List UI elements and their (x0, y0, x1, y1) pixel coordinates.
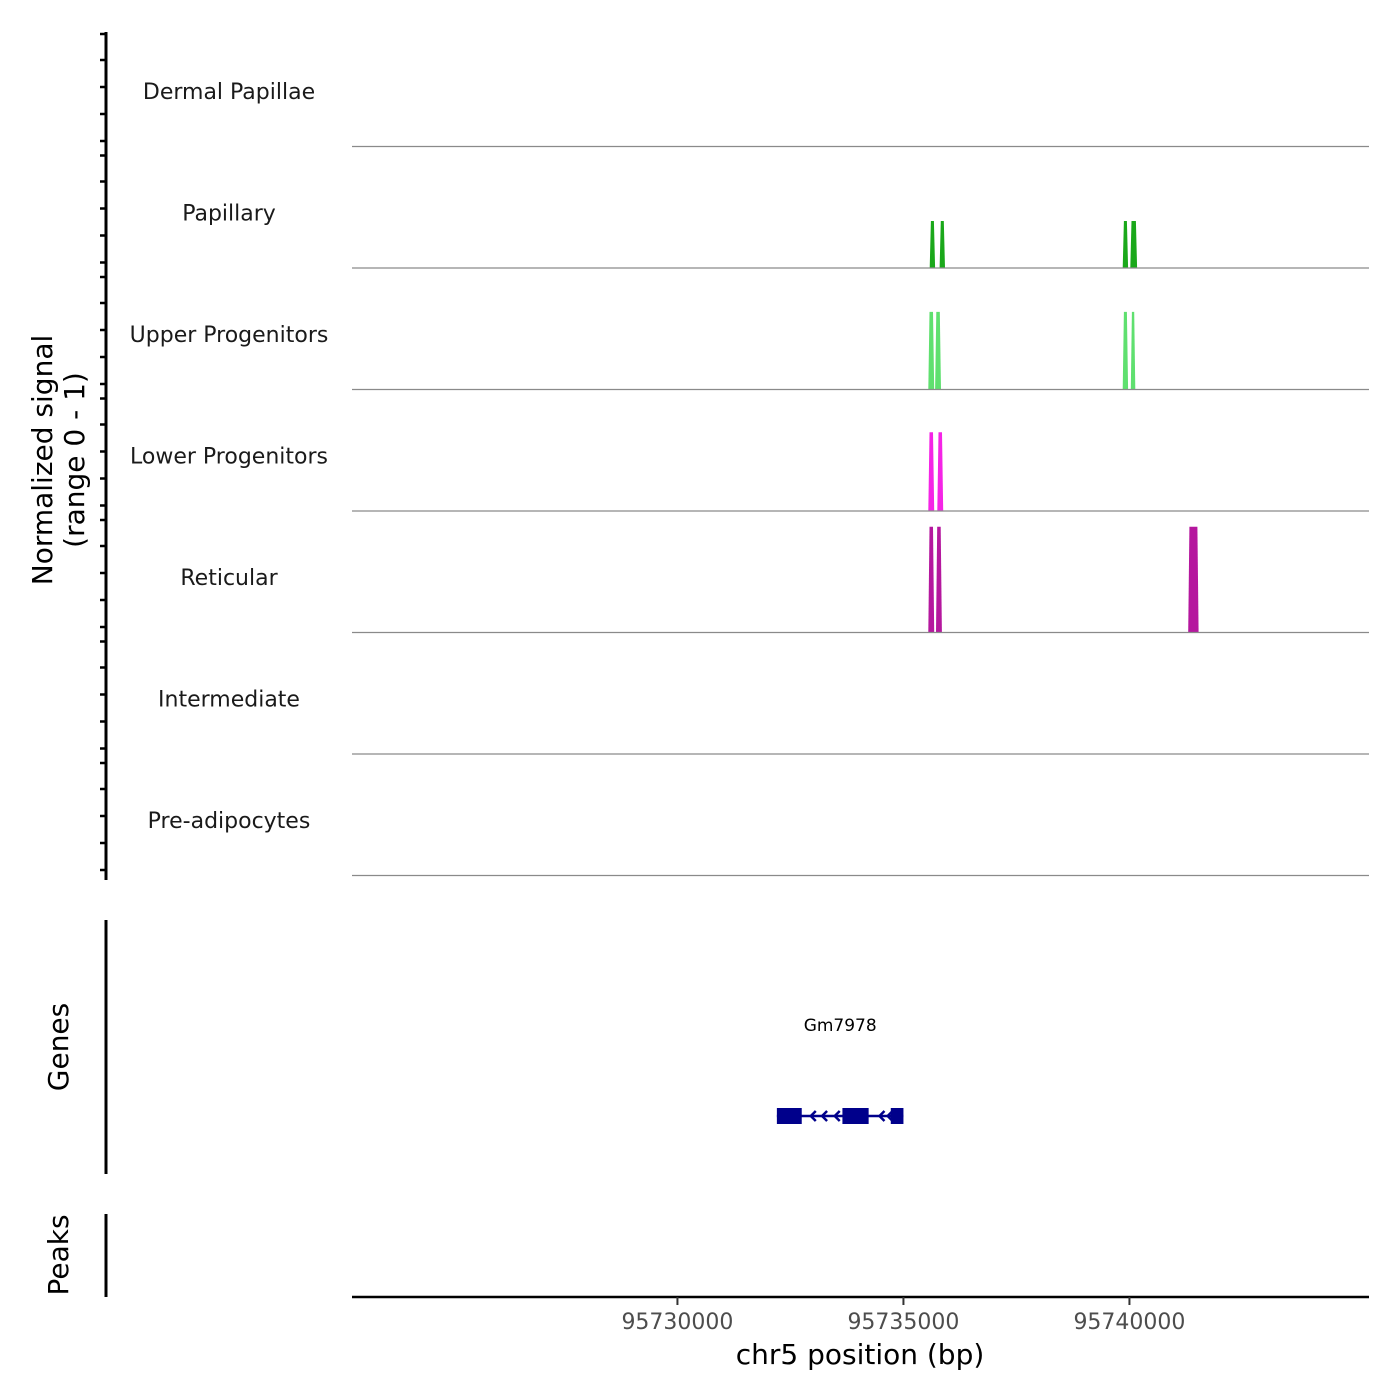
genes-panel-label: Genes (42, 1003, 75, 1091)
peaks-panel-label: Peaks (42, 1214, 75, 1295)
coverage-peak (1130, 311, 1136, 390)
y-axis-title-line1: Normalized signal (26, 335, 59, 586)
track-label: Intermediate (158, 688, 300, 713)
coverage-peak (1130, 221, 1138, 268)
coverage-peak (928, 311, 935, 390)
gene-exon (776, 1108, 802, 1124)
x-axis-title: chr5 position (bp) (736, 1338, 985, 1371)
gene-strand-arrow (877, 1110, 886, 1122)
y-axis-title-line2: (range 0 - 1) (58, 372, 91, 548)
gene-name-label: Gm7978 (804, 1016, 877, 1036)
track-upper-progenitors: Upper Progenitors (130, 267, 1369, 390)
gene-exon (842, 1108, 869, 1124)
coverage-peak (936, 526, 942, 633)
gene-strand-arrow (820, 1110, 828, 1122)
coverage-peak (929, 221, 936, 268)
track-dermal-papillae: Dermal Papillae (143, 80, 315, 105)
x-tick-label: 95740000 (1073, 1310, 1185, 1335)
gene-strand-arrow (885, 1110, 894, 1122)
gene-exon (890, 1108, 904, 1124)
track-lower-progenitors: Lower Progenitors (130, 388, 1369, 511)
x-tick-label: 95735000 (847, 1310, 959, 1335)
track-label: Papillary (182, 202, 276, 227)
y-axis-title: Normalized signal (range 0 - 1) (26, 335, 91, 586)
coverage-peak (935, 311, 941, 390)
x-tick-label: 95730000 (621, 1310, 733, 1335)
track-label: Dermal Papillae (143, 80, 315, 105)
track-papillary: Papillary (182, 145, 1369, 268)
coverage-y-axis-ticks (100, 32, 106, 872)
coverage-peak (1188, 526, 1199, 633)
coverage-peak (928, 526, 935, 633)
track-label: Lower Progenitors (130, 445, 328, 470)
track-pre-adipocytes: Pre-adipocytes (148, 753, 1369, 877)
coverage-peak (928, 432, 935, 511)
track-reticular: Reticular (180, 510, 1369, 633)
coverage-peak (937, 432, 944, 511)
gene-strand-arrow (832, 1110, 841, 1122)
coverage-peak (1122, 311, 1129, 390)
x-axis-ticks: 95730000 95735000 95740000 (621, 1297, 1185, 1335)
coverage-peak (939, 221, 945, 268)
track-label: Reticular (180, 566, 278, 591)
track-label: Upper Progenitors (130, 323, 329, 348)
coverage-peak (1122, 221, 1129, 268)
coverage-tracks: Dermal Papillae Papillary Upper Progenitor… (130, 80, 1369, 877)
gene-strand-arrow (809, 1110, 817, 1122)
gene-model-gm7978 (776, 1108, 904, 1124)
track-label: Pre-adipocytes (148, 809, 311, 834)
track-intermediate: Intermediate (158, 631, 1369, 713)
